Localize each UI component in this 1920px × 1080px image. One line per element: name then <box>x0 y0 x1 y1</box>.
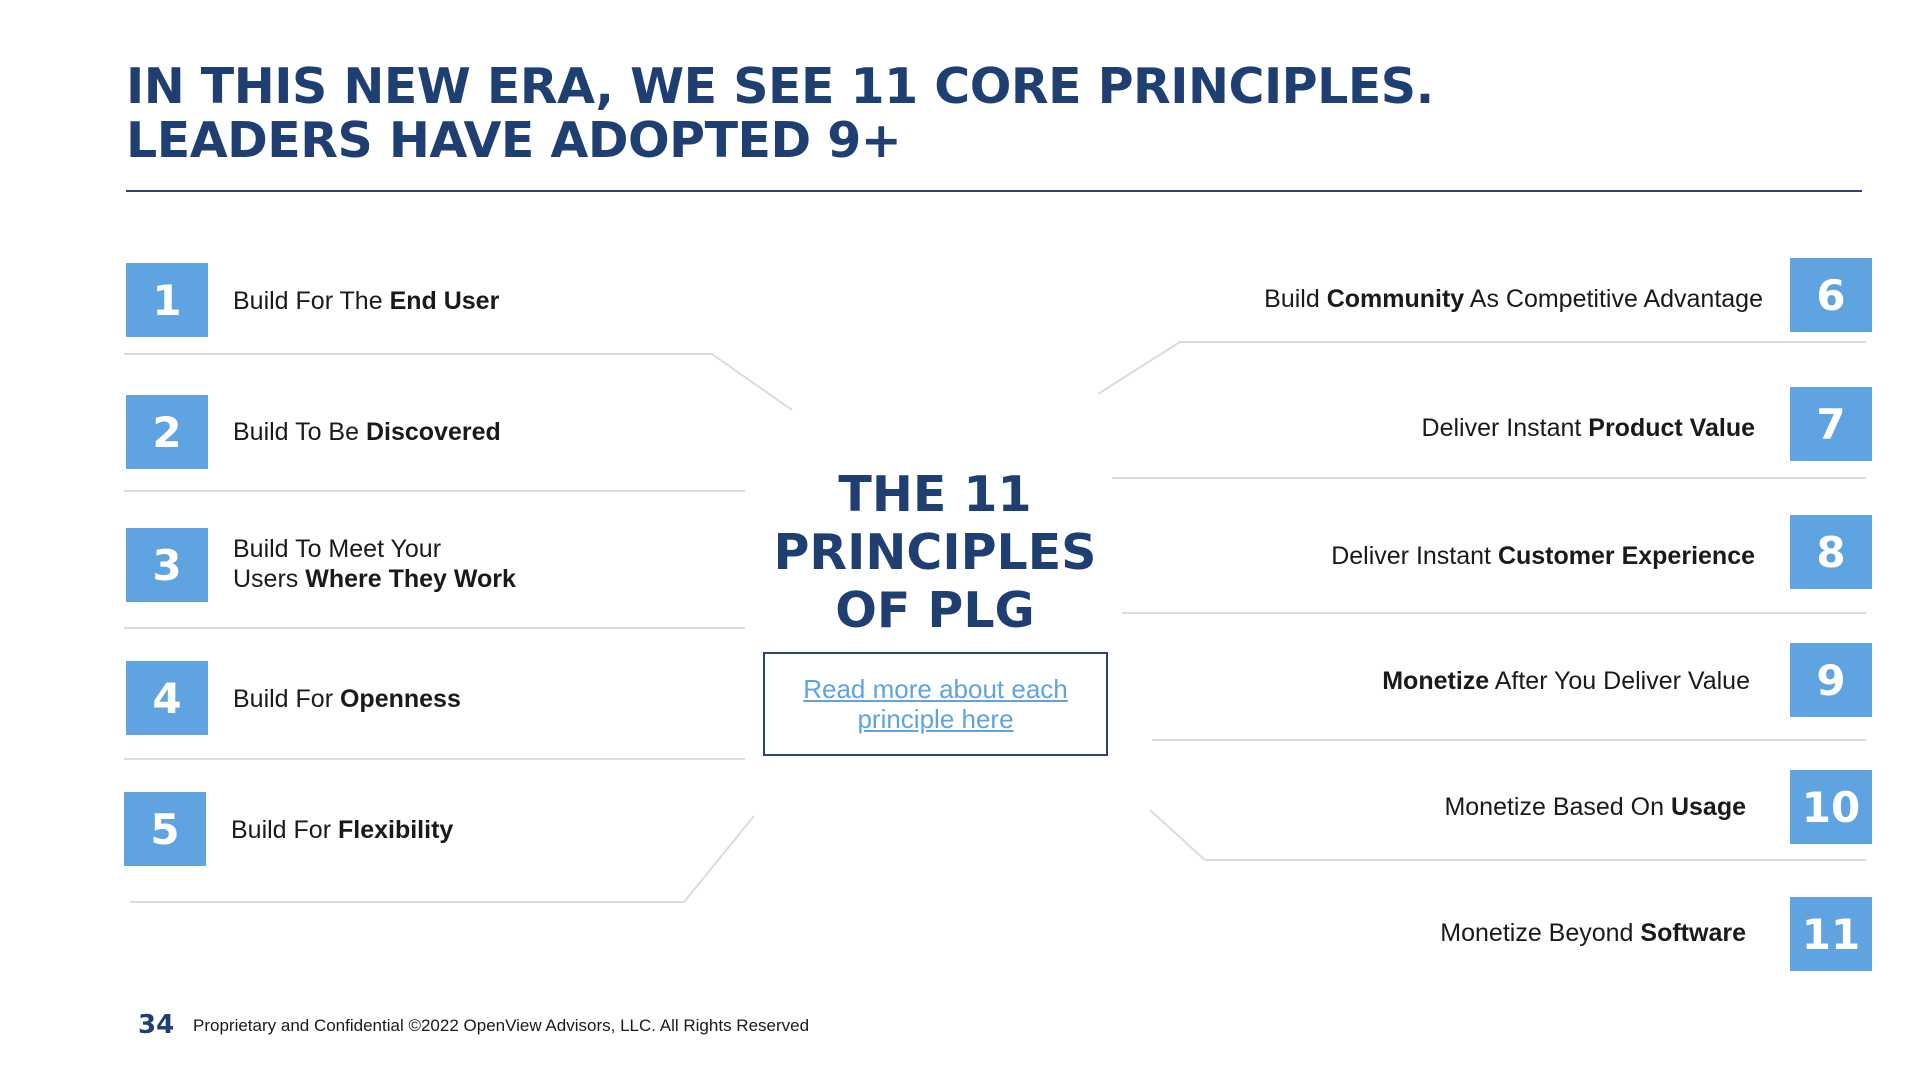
principle-number-4: 4 <box>126 661 208 735</box>
principle-number-10: 10 <box>1790 770 1872 844</box>
slide-title-line-2: LEADERS HAVE ADOPTED 9+ <box>126 112 902 169</box>
principle-number-1: 1 <box>126 263 208 337</box>
principle-label-3: Build To Meet Your Users Where They Work <box>233 535 516 593</box>
principle-label-5: Build For Flexibility <box>231 816 454 844</box>
principle-number-2: 2 <box>126 395 208 469</box>
principle-label-7: Deliver Instant Product Value <box>1421 414 1755 442</box>
page-number: 34 <box>138 1010 175 1040</box>
slide-title-line-1: IN THIS NEW ERA, WE SEE 11 CORE PRINCIPL… <box>126 58 1434 115</box>
principle-number-7: 7 <box>1790 387 1872 461</box>
principle-number-9: 9 <box>1790 643 1872 717</box>
principle-number-5: 5 <box>124 792 206 866</box>
copyright-notice: Proprietary and Confidential ©2022 OpenV… <box>193 1016 810 1035</box>
center-title-line-2: PRINCIPLES <box>773 524 1097 581</box>
principle-label-8: Deliver Instant Customer Experience <box>1331 542 1755 570</box>
slide-title: IN THIS NEW ERA, WE SEE 11 CORE PRINCIPL… <box>126 60 1434 168</box>
principle-label-2: Build To Be Discovered <box>233 418 501 446</box>
center-title-line-3: OF PLG <box>835 582 1035 639</box>
principle-number-8: 8 <box>1790 515 1872 589</box>
principle-label-10: Monetize Based On Usage <box>1444 793 1746 821</box>
principle-number-3: 3 <box>126 528 208 602</box>
principle-number-6: 6 <box>1790 258 1872 332</box>
center-title-line-1: THE 11 <box>838 466 1032 523</box>
principle-label-11: Monetize Beyond Software <box>1440 919 1746 947</box>
principle-label-1: Build For The End User <box>233 287 500 315</box>
read-more-box: Read more about each principle here <box>763 652 1108 756</box>
principle-number-11: 11 <box>1790 897 1872 971</box>
principle-label-9: Monetize After You Deliver Value <box>1382 667 1750 695</box>
title-divider <box>126 190 1862 192</box>
principle-label-4: Build For Openness <box>233 685 461 713</box>
read-more-link[interactable]: Read more about each principle here <box>803 674 1068 734</box>
center-title: THE 11 PRINCIPLES OF PLG <box>760 466 1110 640</box>
principle-label-6: Build Community As Competitive Advantage <box>1264 285 1763 313</box>
